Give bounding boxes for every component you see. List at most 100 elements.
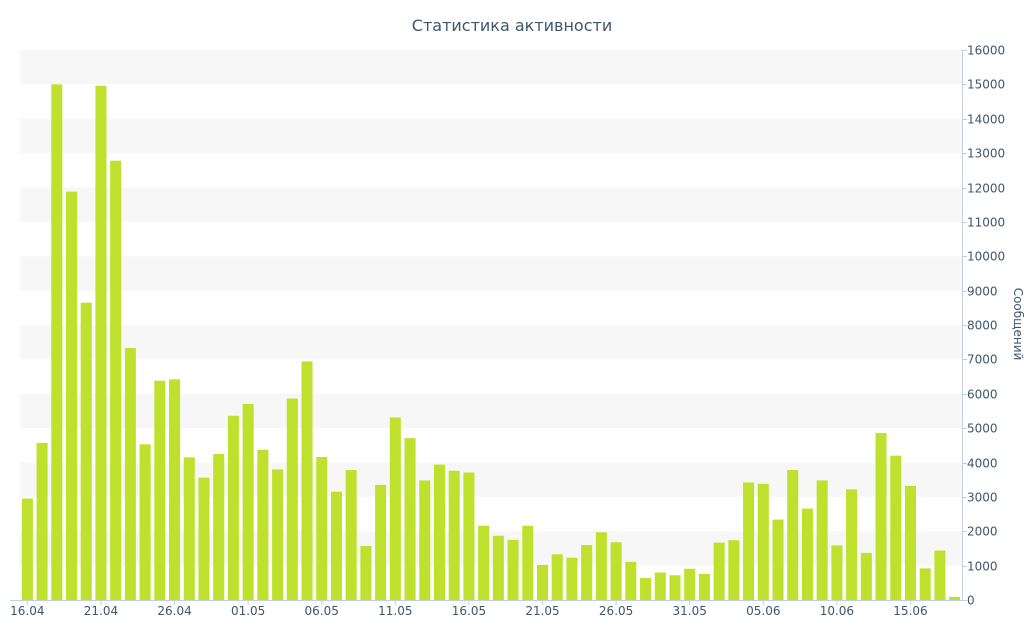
y-tick-label: 14000 (967, 113, 1005, 127)
y-tick-label: 11000 (967, 216, 1005, 230)
bar-02.05[interactable] (257, 449, 269, 600)
bar-11.05[interactable] (389, 417, 401, 600)
bar-18.05[interactable] (492, 535, 504, 600)
x-tick-label: 05.06 (746, 604, 780, 618)
bar-30.05[interactable] (669, 575, 681, 600)
y-tick-label: 6000 (967, 388, 998, 402)
plot-band (20, 187, 962, 222)
y-axis: 0 1000 2000 3000 4000 5000 6000 7000 8000 9000 100… (962, 44, 1005, 608)
bar-24.04[interactable] (139, 444, 151, 600)
plot-band (20, 325, 962, 360)
bar-22.04[interactable] (110, 160, 122, 600)
bar-27.04[interactable] (183, 457, 195, 600)
bar-14.05[interactable] (433, 464, 445, 600)
x-tick-label: 16.04 (10, 604, 44, 618)
bar-25.04[interactable] (154, 380, 166, 600)
bar-09.05[interactable] (360, 546, 372, 600)
bar-31.05[interactable] (684, 568, 696, 600)
y-tick-label: 16000 (967, 44, 1005, 58)
x-tick-label: 10.06 (820, 604, 854, 618)
bar-13.06[interactable] (875, 432, 887, 600)
y-tick-label: 2000 (967, 525, 998, 539)
bar-18.04[interactable] (51, 84, 63, 601)
x-tick-label: 06.05 (305, 604, 339, 618)
bar-23.05[interactable] (566, 557, 578, 600)
y-tick-label: 7000 (967, 353, 998, 367)
y-tick-label: 15000 (967, 78, 1005, 92)
y-tick-label: 3000 (967, 491, 998, 505)
bar-21.05[interactable] (537, 564, 549, 600)
bar-07.06[interactable] (787, 470, 799, 600)
bar-23.04[interactable] (124, 348, 136, 600)
bar-22.05[interactable] (551, 554, 563, 600)
bar-05.05[interactable] (301, 361, 313, 600)
bar-20.05[interactable] (522, 525, 534, 600)
bar-16.05[interactable] (463, 472, 475, 600)
x-axis: 16.04 21.04 26.04 01.05 06.05 11.05 16.05 21.05… (10, 600, 962, 618)
bar-30.04[interactable] (227, 415, 239, 600)
plot-band (20, 50, 962, 85)
x-tick-label: 26.04 (157, 604, 191, 618)
bar-10.05[interactable] (375, 484, 387, 600)
bar-29.04[interactable] (213, 453, 225, 600)
bar-08.06[interactable] (801, 508, 813, 600)
bar-10.06[interactable] (831, 545, 843, 600)
bar-24.05[interactable] (581, 545, 593, 600)
y-tick-label: 0 (967, 594, 975, 608)
bar-18.06[interactable] (949, 596, 961, 600)
bar-04.06[interactable] (743, 482, 755, 600)
bar-16.06[interactable] (919, 568, 931, 601)
bar-19.04[interactable] (66, 191, 78, 601)
bar-06.05[interactable] (316, 457, 328, 600)
bar-06.06[interactable] (772, 519, 784, 600)
y-tick-label: 10000 (967, 250, 1005, 264)
bars (21, 84, 961, 601)
bar-01.05[interactable] (242, 404, 254, 600)
bar-21.04[interactable] (95, 85, 107, 600)
bar-17.06[interactable] (934, 550, 946, 601)
bar-15.06[interactable] (904, 485, 916, 601)
bar-03.05[interactable] (272, 469, 284, 601)
y-tick-label: 8000 (967, 319, 998, 333)
plot-band (20, 256, 962, 291)
bar-28.05[interactable] (640, 578, 652, 600)
chart-title: Статистика активности (412, 16, 612, 35)
x-tick-label: 15.06 (893, 604, 927, 618)
bar-09.06[interactable] (816, 480, 828, 601)
bar-04.05[interactable] (286, 398, 298, 600)
bar-12.06[interactable] (860, 552, 872, 600)
bar-13.05[interactable] (419, 480, 431, 601)
y-tick-label: 12000 (967, 182, 1005, 196)
x-tick-label: 26.05 (599, 604, 633, 618)
bar-15.05[interactable] (448, 470, 460, 600)
bar-26.04[interactable] (169, 379, 181, 600)
bar-25.05[interactable] (595, 532, 607, 600)
bar-03.06[interactable] (728, 540, 740, 600)
bar-02.06[interactable] (713, 542, 725, 600)
x-tick-label: 11.05 (378, 604, 412, 618)
bar-27.05[interactable] (625, 561, 637, 600)
bar-12.05[interactable] (404, 438, 416, 600)
x-tick-label: 16.05 (452, 604, 486, 618)
y-tick-label: 9000 (967, 285, 998, 299)
x-tick-label: 31.05 (673, 604, 707, 618)
bar-16.04[interactable] (21, 498, 33, 600)
bar-26.05[interactable] (610, 542, 622, 600)
bar-05.06[interactable] (757, 483, 769, 600)
bar-17.05[interactable] (478, 525, 490, 600)
plot-bands (20, 50, 962, 566)
bar-07.05[interactable] (330, 491, 342, 600)
bar-11.06[interactable] (846, 489, 858, 600)
bar-29.05[interactable] (654, 572, 666, 601)
bar-14.06[interactable] (890, 455, 902, 601)
y-tick-label: 4000 (967, 457, 998, 471)
x-tick-label: 21.04 (84, 604, 118, 618)
bar-19.05[interactable] (507, 539, 519, 600)
bar-17.04[interactable] (36, 442, 48, 600)
bar-28.04[interactable] (198, 477, 210, 601)
bar-20.04[interactable] (80, 302, 92, 600)
bar-01.06[interactable] (698, 573, 710, 601)
y-tick-label: 13000 (967, 147, 1005, 161)
bar-08.05[interactable] (345, 470, 357, 600)
